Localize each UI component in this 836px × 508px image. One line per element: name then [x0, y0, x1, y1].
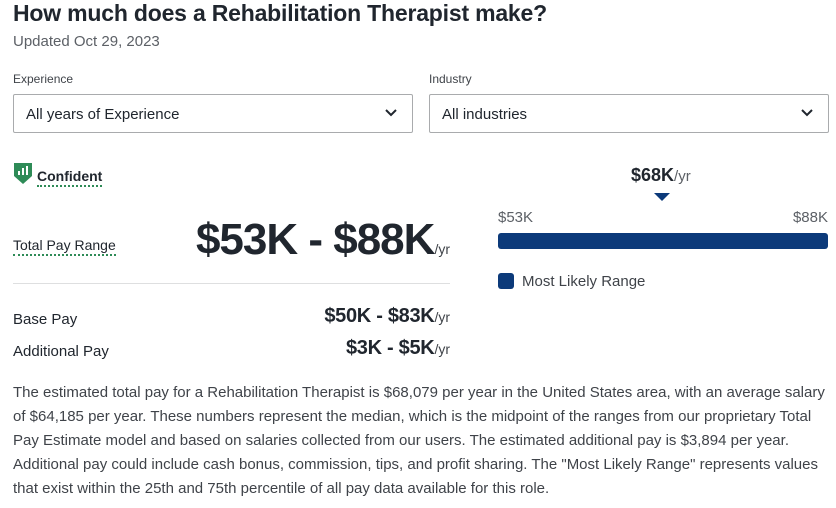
experience-select-value: All years of Experience: [26, 106, 180, 123]
base-pay-label: Base Pay: [13, 311, 78, 328]
additional-pay-amount: $3K - $5K: [345, 337, 435, 359]
additional-pay-unit: /yr: [434, 341, 450, 357]
experience-select[interactable]: All years of Experience: [13, 94, 413, 133]
legend-label: Most Likely Range: [522, 273, 646, 290]
additional-pay-label: Additional Pay: [13, 343, 109, 360]
base-pay-amount: $50K - $83K: [324, 305, 435, 327]
total-pay-range-label[interactable]: Total Pay Range: [13, 237, 116, 256]
pay-description: The estimated total pay for a Rehabilita…: [13, 384, 825, 497]
range-min-label: $53K: [498, 209, 534, 226]
additional-pay-value: $3K - $5K/yr: [346, 337, 450, 360]
industry-filter-label: Industry: [429, 72, 472, 86]
legend-swatch: [498, 273, 514, 289]
base-pay-value: $50K - $83K/yr: [324, 305, 450, 328]
total-pay-range-value: $53K - $88K/yr: [196, 215, 450, 265]
total-pay-amount: $53K - $88K: [195, 215, 435, 264]
industry-select-value: All industries: [442, 106, 528, 123]
median-pay: $68K/yr: [631, 165, 691, 186]
industry-select[interactable]: All industries: [429, 94, 829, 133]
updated-date: Updated Oct 29, 2023: [13, 33, 160, 50]
shield-bar-chart-icon: [14, 163, 32, 184]
median-pay-unit: /yr: [674, 168, 691, 185]
chevron-down-icon: [801, 109, 813, 117]
divider: [13, 283, 450, 284]
most-likely-range-bar: [498, 233, 828, 249]
confidence-label: Confident: [37, 168, 103, 187]
total-pay-unit: /yr: [434, 241, 450, 257]
range-max-label: $88K: [792, 209, 828, 226]
experience-filter-label: Experience: [13, 72, 74, 86]
chevron-down-icon: [385, 109, 397, 117]
page-title: How much does a Rehabilitation Therapist…: [13, 0, 547, 26]
median-pay-amount: $68K: [631, 165, 675, 185]
base-pay-unit: /yr: [434, 309, 450, 325]
median-marker-icon: [654, 193, 670, 201]
